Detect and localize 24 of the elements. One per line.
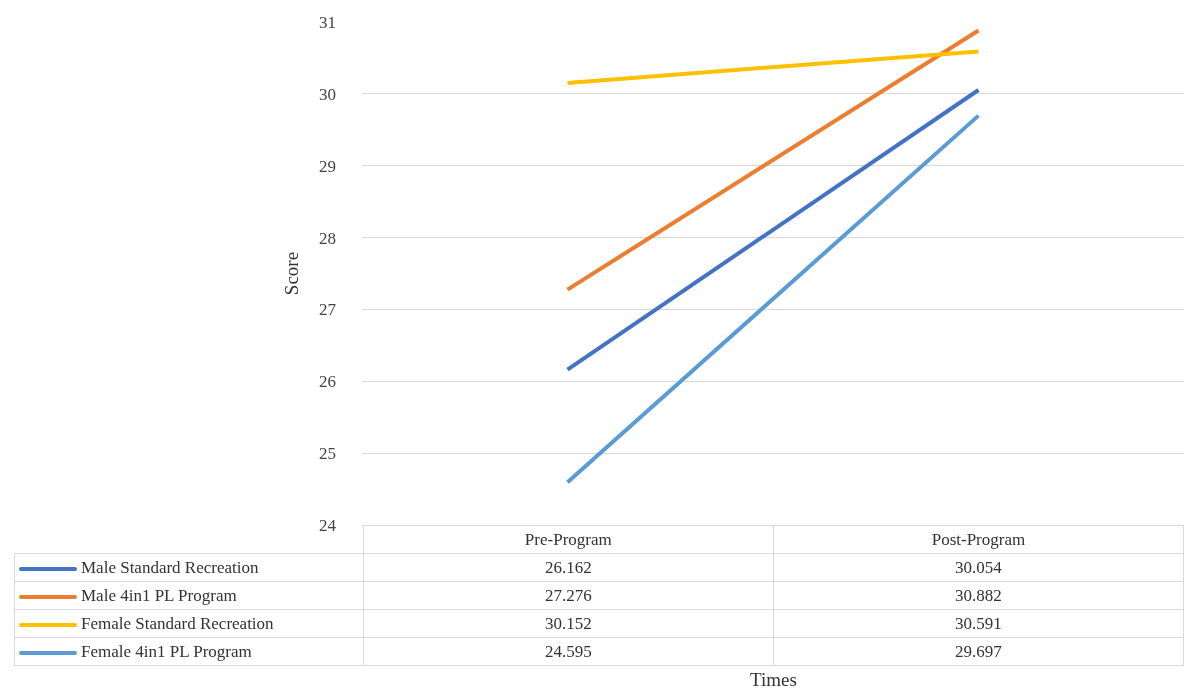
x-tick-label: Pre-Program — [363, 525, 774, 554]
legend-label: Male Standard Recreation — [14, 553, 364, 582]
legend-label: Female 4in1 PL Program — [14, 637, 364, 666]
data-label: 30.591 — [773, 609, 1184, 638]
y-tick-label: 29 — [319, 156, 336, 176]
y-tick-label: 30 — [319, 84, 336, 104]
data-label: 27.276 — [363, 581, 774, 610]
y-tick-label: 24 — [319, 515, 337, 535]
x-tick-label: Post-Program — [773, 525, 1184, 554]
y-tick-label: 26 — [319, 372, 336, 392]
y-tick-label: 28 — [319, 228, 336, 248]
y-tick-label: 27 — [319, 300, 337, 320]
data-label: 24.595 — [363, 637, 774, 666]
data-label: 26.162 — [363, 553, 774, 582]
text: Times — [750, 669, 797, 690]
data-label: 30.152 — [363, 609, 774, 638]
legend-label: Female Standard Recreation — [14, 609, 364, 638]
legend-label: Male 4in1 PL Program — [14, 581, 364, 610]
y-tick-label: 31 — [319, 12, 336, 32]
data-label: 30.054 — [773, 553, 1184, 582]
data-label: 30.882 — [773, 581, 1184, 610]
y-tick-label: 25 — [319, 444, 336, 464]
y-axis-title: Score — [280, 251, 302, 296]
data-label: 29.697 — [773, 637, 1184, 666]
